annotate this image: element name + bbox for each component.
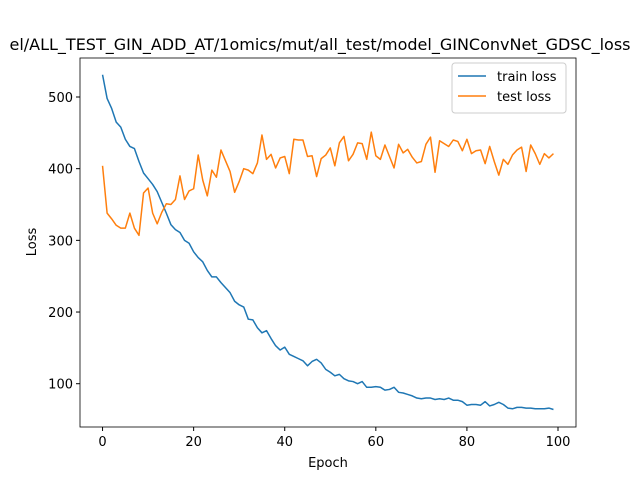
y-tick-label: 500 [48, 91, 73, 106]
x-tick-label: 0 [98, 435, 106, 450]
y-tick-label: 400 [48, 163, 73, 178]
line [101, 74, 554, 411]
legend-label: train loss [497, 70, 557, 85]
x-tick-label: 60 [368, 435, 385, 450]
x-tick-label: 40 [276, 435, 293, 450]
x-tick-label: 20 [185, 435, 202, 450]
x-tick-label: 100 [546, 435, 571, 450]
x-tick-label: 80 [459, 435, 476, 450]
x-axis-label: Epoch [308, 456, 348, 471]
line [101, 131, 554, 237]
axes-frame [79, 57, 577, 428]
chart-title: el/ALL_TEST_GIN_ADD_AT/1omics/mut/all_te… [9, 35, 630, 55]
y-axis-label: Loss [25, 228, 40, 257]
legend-label: test loss [497, 90, 551, 105]
y-tick-label: 100 [48, 378, 73, 393]
y-tick-label: 300 [48, 234, 73, 249]
y-tick-label: 200 [48, 306, 73, 321]
